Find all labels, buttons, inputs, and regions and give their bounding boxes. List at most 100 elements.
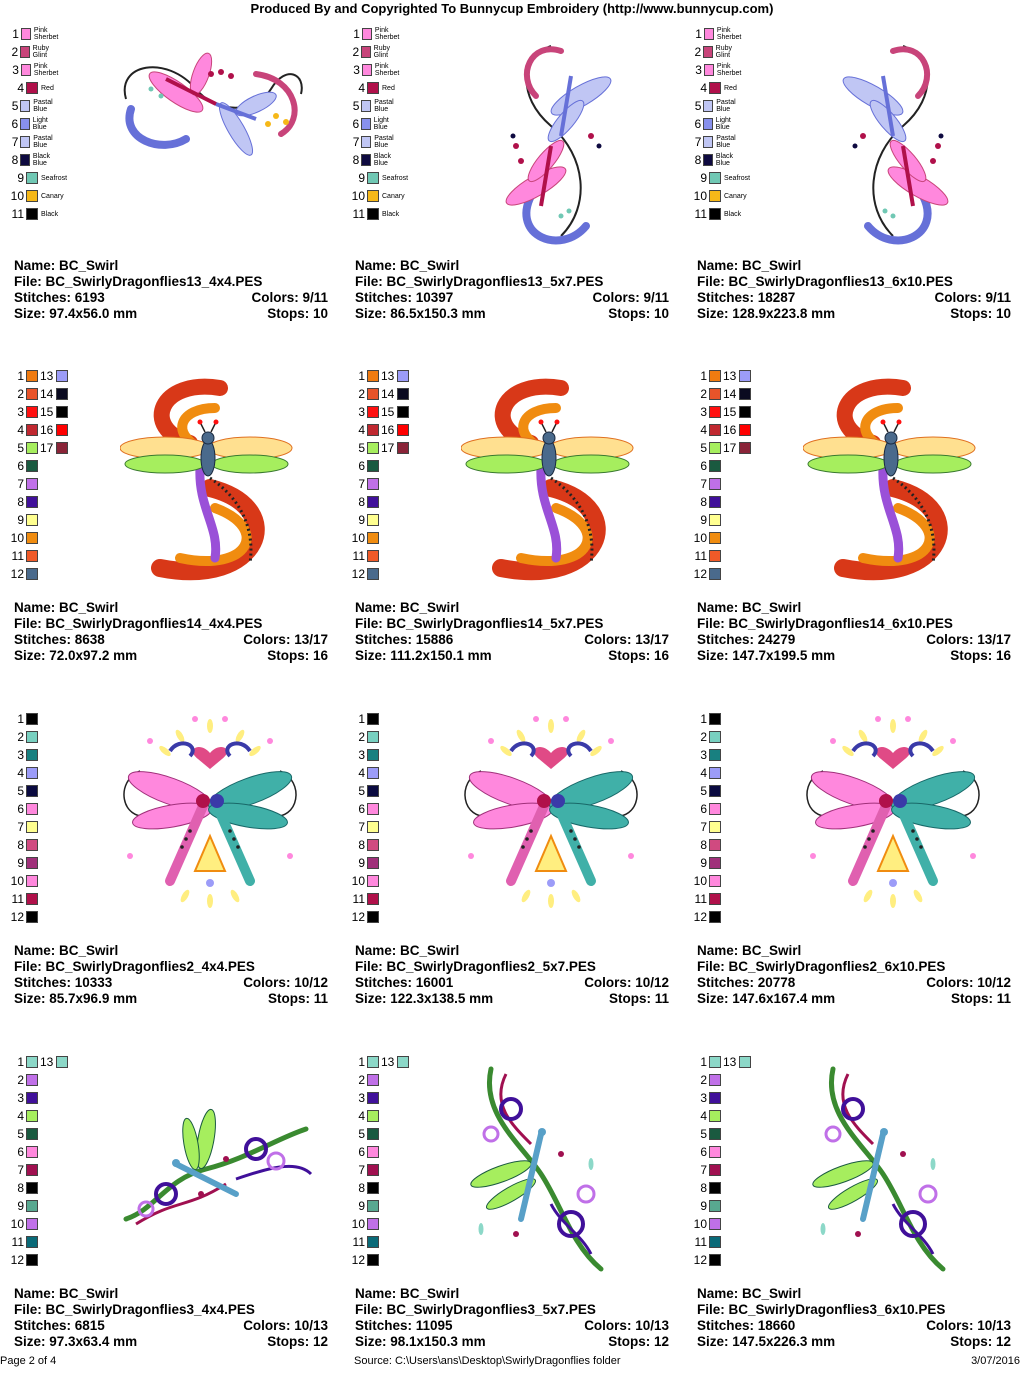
color-swatch (367, 1074, 379, 1086)
stop-count: Stops: 11 (951, 991, 1011, 1007)
design-file-text: BC_SwirlyDragonflies3_5x7.PES (386, 1302, 596, 1317)
design-name-line: Name: BC_Swirl (355, 258, 669, 274)
thread-color-row: 6 (0, 801, 38, 817)
color-swatch (26, 1164, 38, 1176)
color-swatch (367, 1092, 379, 1104)
stitch-count-text: Stitches: (355, 1318, 416, 1333)
design-name-text: Name: (14, 600, 60, 615)
color-swatch (26, 172, 38, 184)
thread-color-row: 3 15 (0, 404, 68, 420)
color-number: 12 (10, 1253, 24, 1267)
design-size: Size: 128.9x223.8 mm (697, 306, 835, 322)
design-name-text: BC_Swirl (742, 258, 802, 273)
stop-count-text: Stops: (608, 648, 654, 663)
thread-color-row: 5 (0, 783, 38, 799)
color-number: 8 (17, 495, 24, 509)
thread-color-row: 2 (683, 1072, 721, 1088)
design-file-line: File: BC_SwirlyDragonflies13_5x7.PES (355, 274, 669, 290)
stitch-count-text: 8638 (74, 632, 105, 647)
color-number: 5 (358, 1127, 365, 1141)
color-swatch (367, 785, 379, 797)
design-info: Name: BC_Swirl File: BC_SwirlyDragonflies… (697, 258, 1011, 322)
color-number: 1 (700, 369, 707, 383)
design-size-text: Size: (14, 991, 50, 1006)
thread-color-row: 10 Canary (341, 188, 405, 204)
color-swatch (367, 839, 379, 851)
color-swatch (26, 442, 38, 454)
color-swatch (367, 460, 379, 472)
design-size: Size: 122.3x138.5 mm (355, 991, 493, 1007)
stitch-count: Stitches: 18660 (697, 1318, 795, 1334)
stop-count-text: 16 (312, 648, 328, 663)
design-file-text: BC_SwirlyDragonflies14_6x10.PES (728, 616, 953, 631)
color-swatch (709, 731, 721, 743)
color-swatch (367, 568, 379, 580)
stop-count: Stops: 12 (267, 1334, 328, 1350)
color-number: 7 (700, 820, 707, 834)
stop-count-text: 10 (312, 306, 328, 321)
color-swatch (367, 821, 379, 833)
color-swatch (26, 82, 38, 94)
color-swatch (20, 100, 31, 112)
thread-color-row: 3 (341, 747, 379, 763)
color-number: 6 (358, 459, 365, 473)
color-number: 11 (694, 1235, 707, 1249)
color-swatch (26, 460, 38, 472)
color-number: 9 (700, 171, 707, 185)
design-name-line: Name: BC_Swirl (14, 943, 328, 959)
thread-color-row: 12 (683, 566, 721, 582)
thread-color-row: 12 (341, 1252, 379, 1268)
color-count: Colors: 10/13 (926, 1318, 1011, 1334)
color-swatch (367, 857, 379, 869)
color-swatch (26, 532, 38, 544)
stop-count-text: Stops: (608, 306, 654, 321)
color-swatch (367, 1110, 379, 1122)
color-swatch (26, 713, 38, 725)
color-swatch (26, 1092, 38, 1104)
thread-color-row: 4 Red (341, 80, 395, 96)
color-swatch (739, 424, 751, 436)
color-count: Colors: 9/11 (592, 290, 669, 306)
thread-name: Light Blue (373, 117, 389, 131)
design-size-text: Size: (355, 1334, 391, 1349)
color-swatch (709, 388, 721, 400)
color-count-text: Colors: (934, 290, 986, 305)
thread-color-row: 6 Light Blue (341, 116, 397, 132)
stitch-count: Stitches: 8638 (14, 632, 105, 648)
embroidery-preview (119, 368, 300, 593)
color-number: 2 (17, 1073, 24, 1087)
color-number: 4 (358, 766, 365, 780)
thread-color-row: 11 (0, 1234, 38, 1250)
design-size: Size: 147.6x167.4 mm (697, 991, 835, 1007)
thread-color-row: 2 Ruby Glint (0, 44, 57, 60)
thread-color-row: 7 (0, 1162, 38, 1178)
design-size: Size: 111.2x150.1 mm (355, 648, 492, 664)
thread-color-row: 9 Seafrost (341, 170, 408, 186)
thread-color-row: 4 16 (0, 422, 68, 438)
color-number: 10 (693, 874, 707, 888)
color-swatch (703, 136, 714, 148)
color-swatch (397, 442, 409, 454)
thread-color-row: 8 (683, 837, 721, 853)
thread-color-row: 10 (0, 873, 38, 889)
color-number: 3 (358, 748, 365, 762)
color-number: 10 (693, 189, 707, 203)
design-name-text: Name: (697, 943, 743, 958)
color-number: 1 (17, 369, 24, 383)
color-swatch (709, 1236, 721, 1248)
color-swatch (709, 406, 721, 418)
thread-color-row: 2 Ruby Glint (341, 44, 398, 60)
color-number: 6 (358, 802, 365, 816)
color-number: 10 (351, 531, 365, 545)
color-swatch (367, 1200, 379, 1212)
color-number: 6 (694, 117, 702, 131)
thread-color-row: 8 (341, 837, 379, 853)
color-swatch (367, 1182, 379, 1194)
color-swatch (26, 1146, 38, 1158)
design-file-text: BC_SwirlyDragonflies13_4x4.PES (45, 274, 263, 289)
color-swatch (367, 731, 379, 743)
thread-color-row: 9 (341, 855, 379, 871)
color-number: 4 (358, 1109, 365, 1123)
color-count: Colors: 9/11 (251, 290, 328, 306)
stop-count: Stops: 16 (267, 648, 328, 664)
